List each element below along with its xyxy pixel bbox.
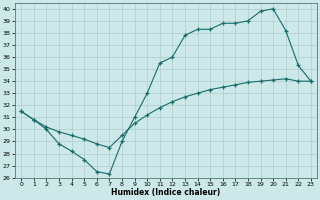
X-axis label: Humidex (Indice chaleur): Humidex (Indice chaleur) xyxy=(111,188,221,197)
